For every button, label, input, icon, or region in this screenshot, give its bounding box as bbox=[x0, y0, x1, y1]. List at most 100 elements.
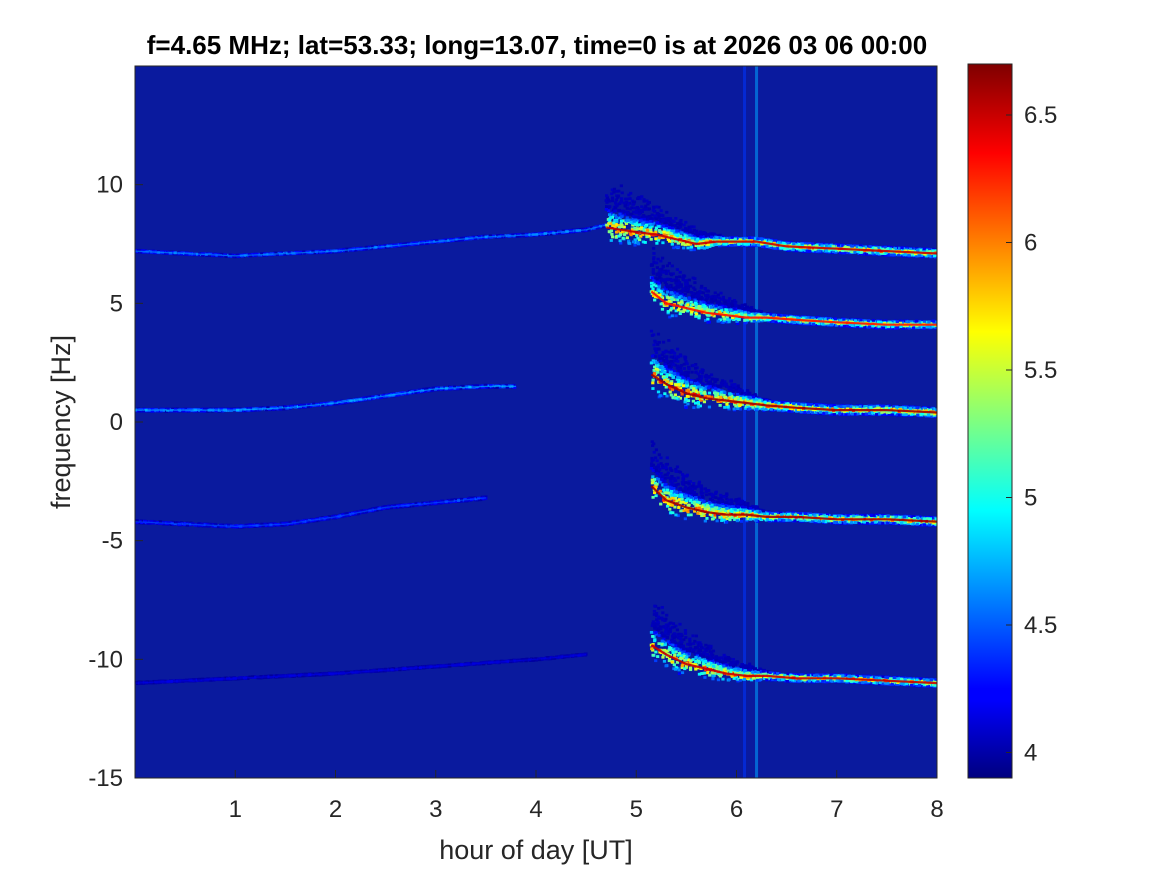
trace-pixel bbox=[802, 321, 806, 325]
trace-pixel bbox=[818, 243, 823, 246]
trace-pixel bbox=[680, 242, 685, 246]
trace-pixel bbox=[781, 246, 785, 250]
trace-pixel bbox=[692, 228, 696, 232]
trace-pixel bbox=[616, 196, 620, 199]
trace-pixel bbox=[364, 247, 369, 251]
trace-pixel bbox=[739, 306, 744, 310]
trace-pixel bbox=[621, 236, 625, 240]
trace-pixel bbox=[691, 291, 695, 295]
trace-pixel bbox=[713, 235, 717, 239]
trace-pixel bbox=[480, 235, 484, 239]
trace-pixel bbox=[720, 235, 725, 239]
trace-pixel bbox=[689, 290, 694, 294]
trace-pixel bbox=[659, 302, 663, 306]
trace-pixel bbox=[714, 234, 718, 237]
trace-pixel bbox=[656, 289, 660, 293]
trace-pixel bbox=[655, 221, 660, 225]
trace-pixel bbox=[482, 236, 486, 240]
trace-pixel bbox=[868, 251, 872, 255]
trace-pixel bbox=[760, 313, 764, 317]
trace-pixel bbox=[625, 197, 629, 201]
trace-pixel bbox=[611, 213, 615, 217]
trace-pixel bbox=[743, 321, 747, 325]
trace-pixel bbox=[662, 233, 666, 237]
trace-pixel bbox=[844, 319, 848, 323]
trace-pixel bbox=[654, 226, 659, 230]
trace-pixel bbox=[605, 194, 609, 198]
trace-pixel bbox=[748, 313, 752, 316]
trace-pixel bbox=[633, 226, 637, 230]
trace-pixel bbox=[804, 320, 808, 324]
trace-pixel bbox=[769, 320, 773, 323]
trace-pixel bbox=[631, 228, 635, 232]
trace-pixel bbox=[670, 264, 674, 268]
trace-pixel bbox=[718, 237, 722, 241]
trace-pixel bbox=[785, 247, 789, 251]
trace-pixel bbox=[165, 252, 169, 255]
trace-pixel bbox=[898, 247, 902, 251]
trace-pixel bbox=[655, 205, 659, 209]
trace-pixel bbox=[892, 253, 896, 257]
trace-pixel bbox=[739, 310, 744, 314]
trace-pixel bbox=[703, 319, 708, 322]
trace-pixel bbox=[916, 248, 920, 252]
trace-pixel bbox=[710, 235, 714, 239]
trace-pixel bbox=[653, 216, 657, 220]
trace-pixel bbox=[615, 230, 619, 234]
trace-pixel bbox=[709, 232, 713, 236]
trace-pixel bbox=[688, 233, 692, 237]
trace-pixel bbox=[803, 249, 808, 252]
trace-pixel bbox=[811, 316, 815, 320]
trace-pixel bbox=[659, 219, 663, 223]
trace-pixel bbox=[730, 243, 734, 247]
trace-pixel bbox=[749, 306, 753, 310]
trace-pixel bbox=[765, 318, 769, 322]
trace-pixel bbox=[859, 324, 863, 328]
trace-pixel bbox=[657, 229, 662, 232]
trace-pixel bbox=[676, 234, 680, 238]
trace-pixel bbox=[920, 253, 924, 257]
trace-pixel bbox=[730, 302, 734, 306]
trace-pixel bbox=[657, 225, 661, 228]
trace-pixel bbox=[737, 310, 741, 313]
trace-pixel bbox=[643, 206, 647, 210]
trace-pixel bbox=[474, 237, 478, 241]
trace-pixel bbox=[710, 304, 714, 308]
trace-pixel bbox=[706, 289, 710, 293]
trace-pixel bbox=[615, 189, 619, 193]
trace-pixel bbox=[610, 215, 615, 219]
trace-pixel bbox=[636, 236, 640, 240]
trace-pixel bbox=[743, 313, 748, 317]
trace-pixel bbox=[252, 252, 257, 256]
trace-pixel bbox=[710, 233, 715, 237]
trace-pixel bbox=[902, 253, 906, 257]
trace-pixel bbox=[650, 292, 654, 296]
trace-pixel bbox=[652, 252, 656, 255]
trace-pixel bbox=[678, 275, 682, 279]
trace-pixel bbox=[640, 195, 644, 199]
trace-pixel bbox=[661, 224, 665, 228]
trace-pixel bbox=[898, 319, 902, 323]
trace-pixel bbox=[730, 299, 734, 303]
trace-pixel bbox=[913, 319, 917, 323]
trace-pixel bbox=[665, 296, 670, 299]
trace-pixel bbox=[695, 231, 699, 234]
trace-pixel bbox=[655, 211, 660, 215]
trace-pixel bbox=[679, 234, 683, 238]
trace-pixel bbox=[457, 238, 461, 242]
trace-pixel bbox=[670, 278, 674, 282]
trace-pixel bbox=[624, 200, 629, 204]
trace-pixel bbox=[618, 233, 622, 237]
trace-pixel bbox=[674, 233, 678, 237]
trace-pixel bbox=[735, 320, 739, 323]
trace-pixel bbox=[302, 250, 306, 254]
trace-pixel bbox=[804, 244, 808, 248]
trace-pixel bbox=[255, 252, 259, 256]
trace-pixel bbox=[689, 245, 693, 249]
trace-pixel bbox=[632, 219, 636, 223]
trace-pixel bbox=[706, 236, 710, 240]
trace-pixel bbox=[669, 300, 673, 303]
trace-pixel bbox=[619, 219, 624, 223]
trace-pixel bbox=[710, 302, 714, 306]
trace-pixel bbox=[794, 243, 798, 246]
